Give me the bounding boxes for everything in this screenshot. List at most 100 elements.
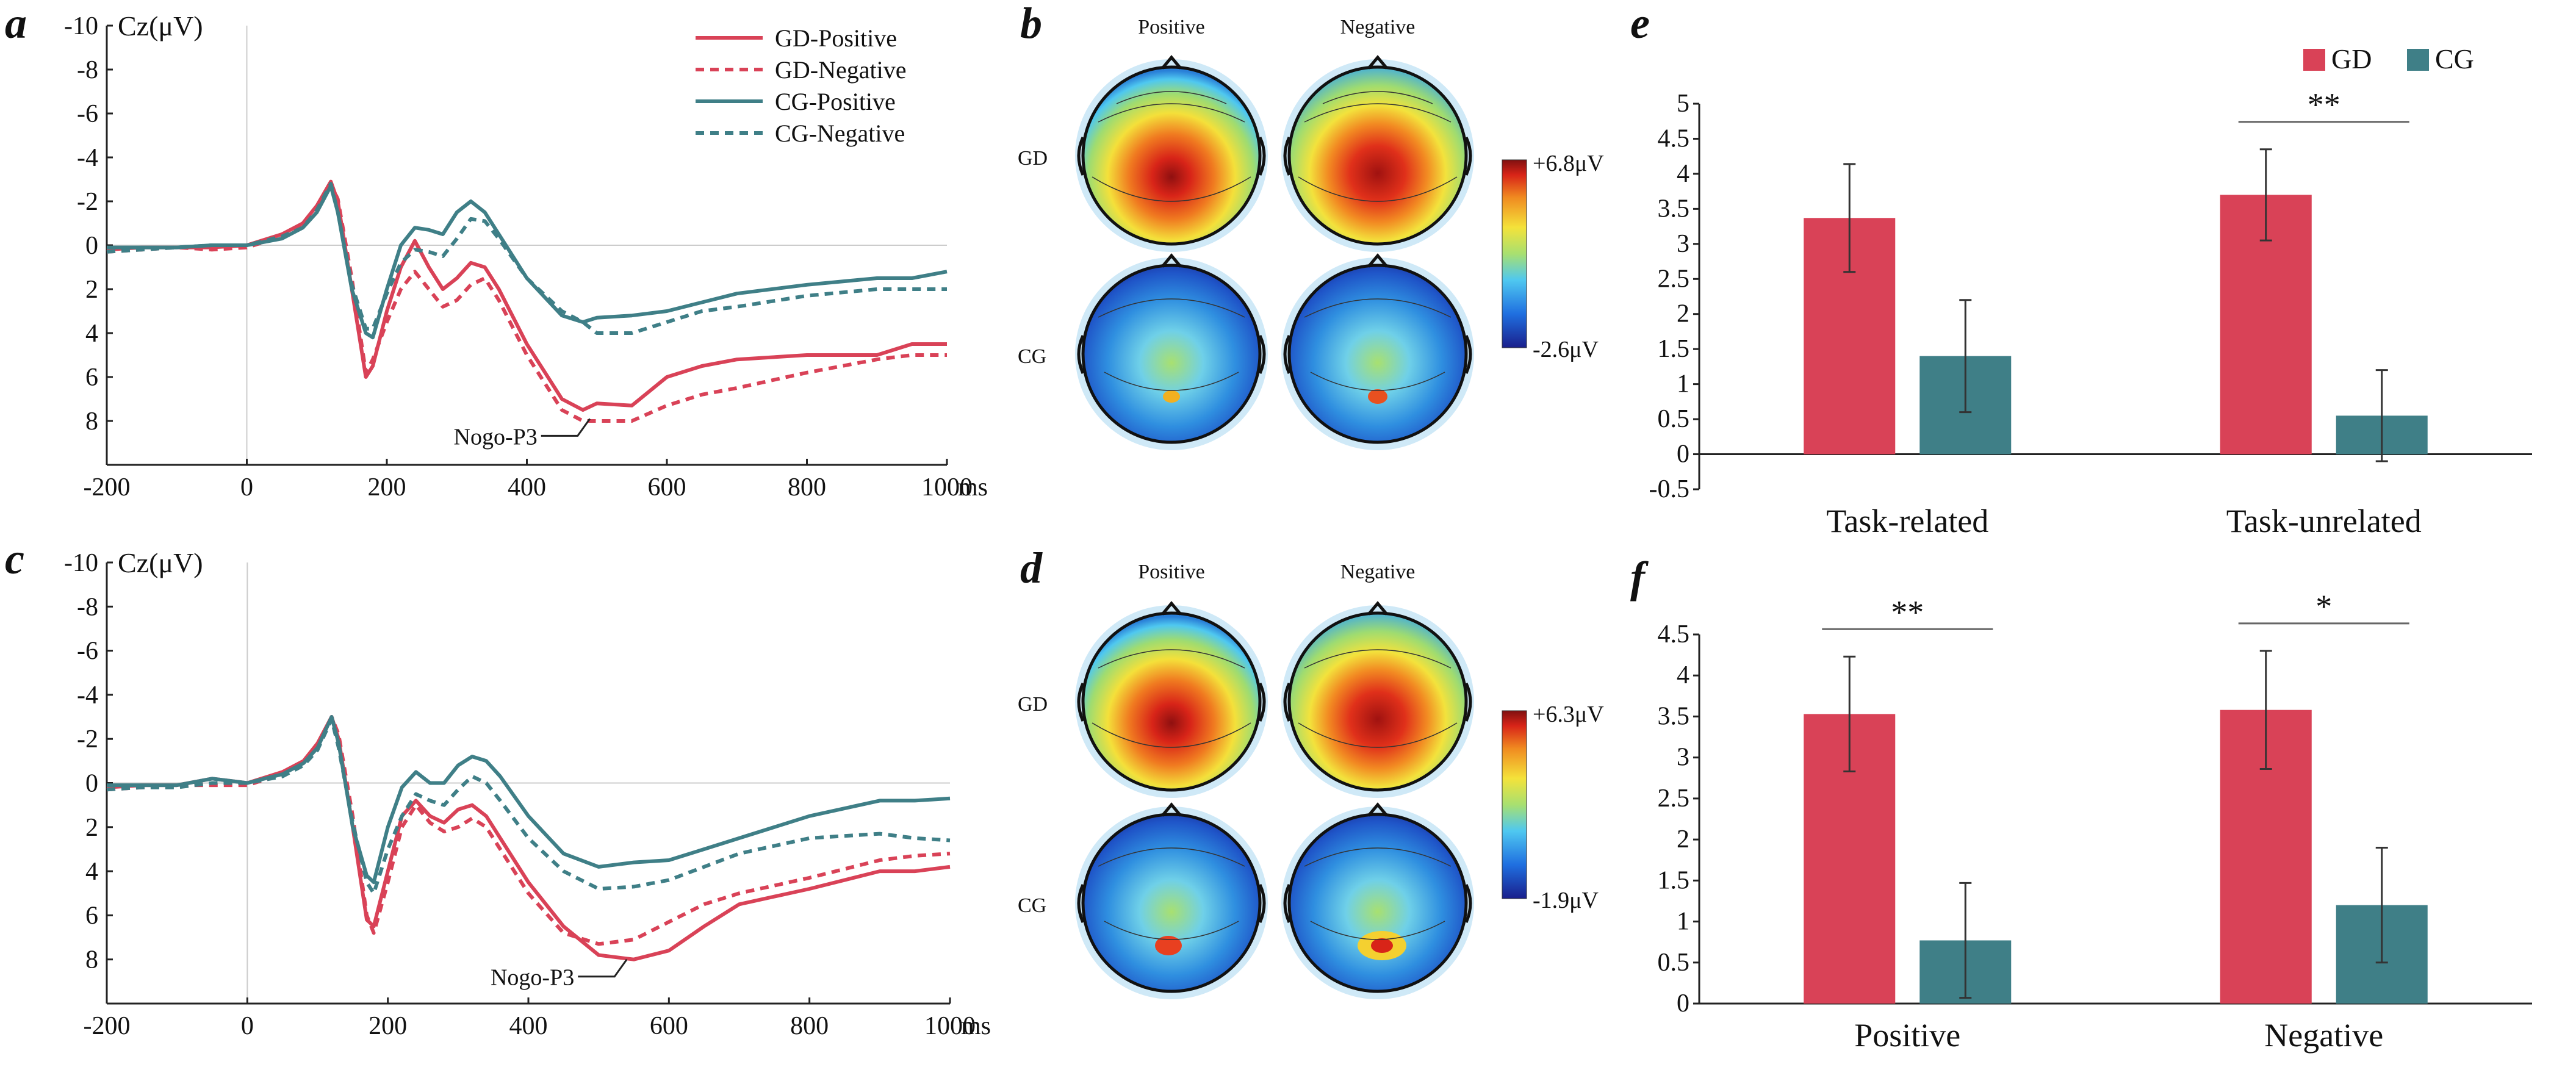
topo-d-cb-min: -1.9μV xyxy=(1533,888,1599,913)
chart0-xtick-label-6: 1000 xyxy=(921,473,973,501)
chart3-ytick-label-2: 1 xyxy=(1677,908,1689,936)
chart3-ytick-label-0: 0 xyxy=(1677,990,1689,1018)
bar-chart-e: -0.5 0 0.5 1 1.5 2 2.5 3 3.5 4 4.5 5 Task-related Tas… xyxy=(1649,43,2532,539)
chart0-ytick-label-6: 2 xyxy=(85,276,98,304)
panel-label-e: e xyxy=(1630,0,1650,48)
chart0-series-gd-positive xyxy=(106,179,947,412)
chart0-ytick-label-2: -6 xyxy=(77,100,98,128)
chart0-xtick-label-3: 400 xyxy=(508,473,546,501)
panel-label-b: b xyxy=(1020,0,1042,48)
chart2-ytick-label-11: 5 xyxy=(1677,90,1689,118)
chart1-x-unit: ms xyxy=(961,1012,991,1040)
chart2-ytick-label-6: 2.5 xyxy=(1658,265,1690,293)
topo-d-cg-positive xyxy=(1075,802,1268,999)
topo-d-gd-negative xyxy=(1281,601,1474,798)
chart0-xtick-label-1: 0 xyxy=(240,473,253,501)
topo-b-col-negative: Negative xyxy=(1340,16,1416,38)
chart1-xtick-label-0: -200 xyxy=(84,1012,131,1040)
panel-label-d: d xyxy=(1020,544,1043,592)
chart2-sig-label-1: ** xyxy=(2308,87,2340,123)
chart3-ytick-label-4: 2 xyxy=(1677,825,1689,853)
topo-b-col-positive: Positive xyxy=(1138,16,1205,38)
bar-chart-f: 0 0.5 1 1.5 2 2.5 3 3.5 4 4.5 Positive ** Negative * xyxy=(1658,588,2532,1054)
chart0-xtick-label-5: 800 xyxy=(788,473,826,501)
chart2-legend-swatch-0 xyxy=(2303,49,2325,71)
topo-d-row-gd: GD xyxy=(1018,693,1048,716)
topo-b-cb-min: -2.6μV xyxy=(1533,337,1599,362)
panel-label-a: a xyxy=(5,0,27,48)
chart1-ytick-label-8: 6 xyxy=(85,902,98,930)
chart1-ytick-label-2: -6 xyxy=(77,638,98,666)
topo-b-gd-positive xyxy=(1075,55,1268,252)
chart2-ytick-label-1: 0 xyxy=(1677,440,1689,469)
chart0-xtick-label-2: 200 xyxy=(368,473,406,501)
topo-panel-d: Positive Negative GD CG xyxy=(1018,561,1604,999)
topo-d-col-negative: Negative xyxy=(1340,561,1416,583)
topo-d-gd-positive xyxy=(1075,601,1268,798)
topo-b-gd-negative xyxy=(1281,55,1474,252)
chart2-ytick-label-0: -0.5 xyxy=(1649,475,1690,503)
chart0-ytick-label-0: -10 xyxy=(64,12,98,40)
chart2-legend-label-1: CG xyxy=(2435,43,2474,74)
chart3-ytick-label-3: 1.5 xyxy=(1658,866,1690,894)
chart0-annotation-label: Nogo-P3 xyxy=(454,424,538,450)
chart2-legend-label-0: GD xyxy=(2331,43,2372,74)
topo-d-cg-negative xyxy=(1281,802,1474,999)
chart1-y-label: Cz(μV) xyxy=(118,547,203,578)
chart1-xtick-label-4: 600 xyxy=(650,1012,688,1040)
chart2-legend-swatch-1 xyxy=(2407,49,2429,71)
chart0-series-cg-negative xyxy=(106,182,947,335)
chart3-category-label-0: Positive xyxy=(1854,1017,1960,1054)
chart1-series-gd-negative xyxy=(106,715,951,946)
chart2-ytick-label-9: 4 xyxy=(1677,160,1689,188)
chart3-ytick-label-7: 3.5 xyxy=(1658,702,1690,730)
chart0-ytick-label-8: 6 xyxy=(85,364,98,392)
panel-label-c: c xyxy=(5,534,24,583)
chart1-annotation-pointer xyxy=(578,958,628,978)
chart1-xtick-label-2: 200 xyxy=(369,1012,407,1040)
chart1-xtick-label-3: 400 xyxy=(509,1012,548,1040)
chart1-ytick-label-1: -8 xyxy=(77,593,98,621)
chart0-xtick-label-0: -200 xyxy=(84,473,131,501)
chart3-category-label-1: Negative xyxy=(2264,1017,2383,1054)
chart0-ytick-label-3: -4 xyxy=(77,144,98,172)
chart3-ytick-label-1: 0.5 xyxy=(1658,949,1690,977)
chart3-ytick-label-8: 4 xyxy=(1677,661,1689,689)
topo-b-cg-negative xyxy=(1281,253,1474,450)
chart0-x-unit: ms xyxy=(958,473,988,501)
chart0-xtick-label-4: 600 xyxy=(648,473,686,501)
chart2-ytick-label-5: 2 xyxy=(1677,300,1689,328)
chart0-legend-label-3: CG-Negative xyxy=(775,120,905,147)
chart0-legend-label-1: GD-Negative xyxy=(775,56,906,84)
chart2-category-label-1: Task-unrelated xyxy=(2226,503,2422,539)
chart0-y-label: Cz(μV) xyxy=(118,10,203,41)
chart1-ytick-label-7: 4 xyxy=(85,858,98,886)
topo-d-cb-max: +6.3μV xyxy=(1533,702,1604,727)
chart1-xtick-label-5: 800 xyxy=(790,1012,829,1040)
chart2-ytick-label-2: 0.5 xyxy=(1658,405,1690,433)
topo-d-row-cg: CG xyxy=(1018,894,1046,917)
chart3-sig-label-1: * xyxy=(2315,588,2332,625)
chart1-ytick-label-3: -4 xyxy=(77,681,98,710)
topo-b-cg-positive xyxy=(1075,253,1268,450)
chart1-ytick-label-6: 2 xyxy=(85,814,98,842)
topo-b-row-cg: CG xyxy=(1018,345,1046,368)
chart1-ytick-label-4: -2 xyxy=(77,725,98,753)
chart0-ytick-label-1: -8 xyxy=(77,56,98,84)
topo-d-colorbar xyxy=(1502,710,1527,899)
chart2-ytick-label-4: 1.5 xyxy=(1658,335,1690,363)
chart0-ytick-label-9: 8 xyxy=(85,408,98,436)
panel-label-f: f xyxy=(1630,553,1649,602)
chart2-ytick-label-10: 4.5 xyxy=(1658,124,1690,153)
chart1-series-gd-positive xyxy=(106,715,951,961)
chart0-series-cg-positive xyxy=(107,184,948,340)
chart2-ytick-label-3: 1 xyxy=(1677,370,1689,398)
topo-b-colorbar xyxy=(1502,159,1527,348)
chart2-category-label-0: Task-related xyxy=(1826,503,1988,539)
chart1-ytick-label-0: -10 xyxy=(64,549,98,577)
chart1-ytick-label-5: 0 xyxy=(85,770,98,798)
topo-b-cb-max: +6.8μV xyxy=(1533,151,1604,176)
chart0-ytick-label-7: 4 xyxy=(85,320,98,348)
